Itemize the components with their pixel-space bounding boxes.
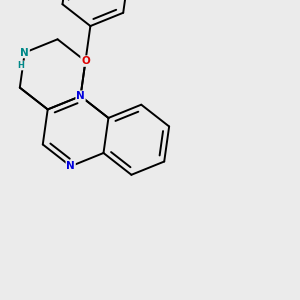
Text: N: N <box>66 161 75 171</box>
Text: N: N <box>20 48 29 58</box>
Text: H: H <box>18 61 25 70</box>
Text: N: N <box>76 91 85 101</box>
Text: O: O <box>81 56 90 66</box>
